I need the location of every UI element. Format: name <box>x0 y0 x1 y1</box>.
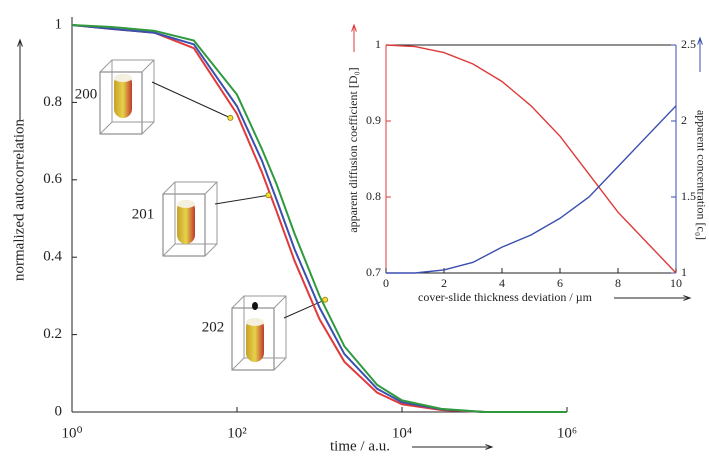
glyph <box>232 296 286 370</box>
y-tick-label: 0.6 <box>43 171 62 187</box>
glyph-edge <box>163 244 175 256</box>
glyph-edge <box>142 122 154 134</box>
y-axis-label: apparent diffusion coefficient [D₀] <box>346 67 360 232</box>
glyph <box>100 60 154 134</box>
glyph-edge <box>232 358 244 370</box>
x-tick-label: 10² <box>227 425 247 441</box>
y2-tick-label: 1 <box>681 265 687 279</box>
glyph-cap <box>246 318 264 326</box>
figure: 10⁰ 10² 10⁴ 10⁶ 0 0.2 0.4 0.6 0.8 1 time / a.u. nor… <box>0 0 709 464</box>
y-tick-label: 1 <box>375 37 381 51</box>
y-tick-label: 0 <box>55 403 63 419</box>
y2-axis-label: apparent concentration [c₀] <box>694 110 708 240</box>
series-line <box>386 45 676 273</box>
y2-tick-label: 2 <box>681 113 687 127</box>
x-tick-label: 0 <box>383 276 389 290</box>
glyph-cap <box>177 200 195 208</box>
annotation-marker <box>323 297 328 302</box>
x-tick-label: 8 <box>615 276 621 290</box>
x-axis-label: time / a.u. <box>330 438 390 454</box>
glyph-edge <box>100 122 112 134</box>
leader-line <box>215 195 268 204</box>
y-tick-label: 0.9 <box>366 113 381 127</box>
x-tick-label: 6 <box>557 276 563 290</box>
series-line <box>386 106 676 273</box>
y-tick-label: 0.7 <box>366 265 381 279</box>
glyph-edge <box>100 60 112 72</box>
glyph-edge <box>163 182 175 194</box>
y-axis-label: normalized autocorrelation <box>11 118 27 281</box>
glyph-edge <box>142 60 154 72</box>
annotation-marker <box>266 193 271 198</box>
annotation-label: 201 <box>132 206 155 222</box>
annotation-label: 200 <box>75 86 98 102</box>
glyph-edge <box>274 296 286 308</box>
annotation-label: 202 <box>202 319 225 335</box>
glyph-edge <box>232 296 244 308</box>
x-axis-label: cover-slide thickness deviation / µm <box>418 290 593 304</box>
glyph-edge <box>205 244 217 256</box>
x-tick-label: 10⁶ <box>557 425 577 441</box>
y-tick-label: 0.8 <box>366 189 381 203</box>
glyph <box>163 182 217 256</box>
glyph-cap <box>114 74 132 82</box>
annotation-marker <box>228 115 233 120</box>
y2-tick-label: 1.5 <box>681 189 696 203</box>
glyph-edge <box>274 358 286 370</box>
x-tick-label: 4 <box>499 276 505 290</box>
y-tick-label: 1 <box>55 16 63 32</box>
glyph-dot <box>252 302 258 310</box>
y2-tick-label: 2.5 <box>681 37 696 51</box>
y-tick-label: 0.4 <box>43 249 62 265</box>
y-tick-label: 0.2 <box>43 326 62 342</box>
x-tick-label: 10⁰ <box>61 425 82 441</box>
x-tick-label: 10⁴ <box>392 425 412 441</box>
leader-line <box>284 300 325 318</box>
glyph-edge <box>205 182 217 194</box>
y-tick-label: 0.8 <box>43 94 62 110</box>
x-tick-label: 2 <box>441 276 447 290</box>
